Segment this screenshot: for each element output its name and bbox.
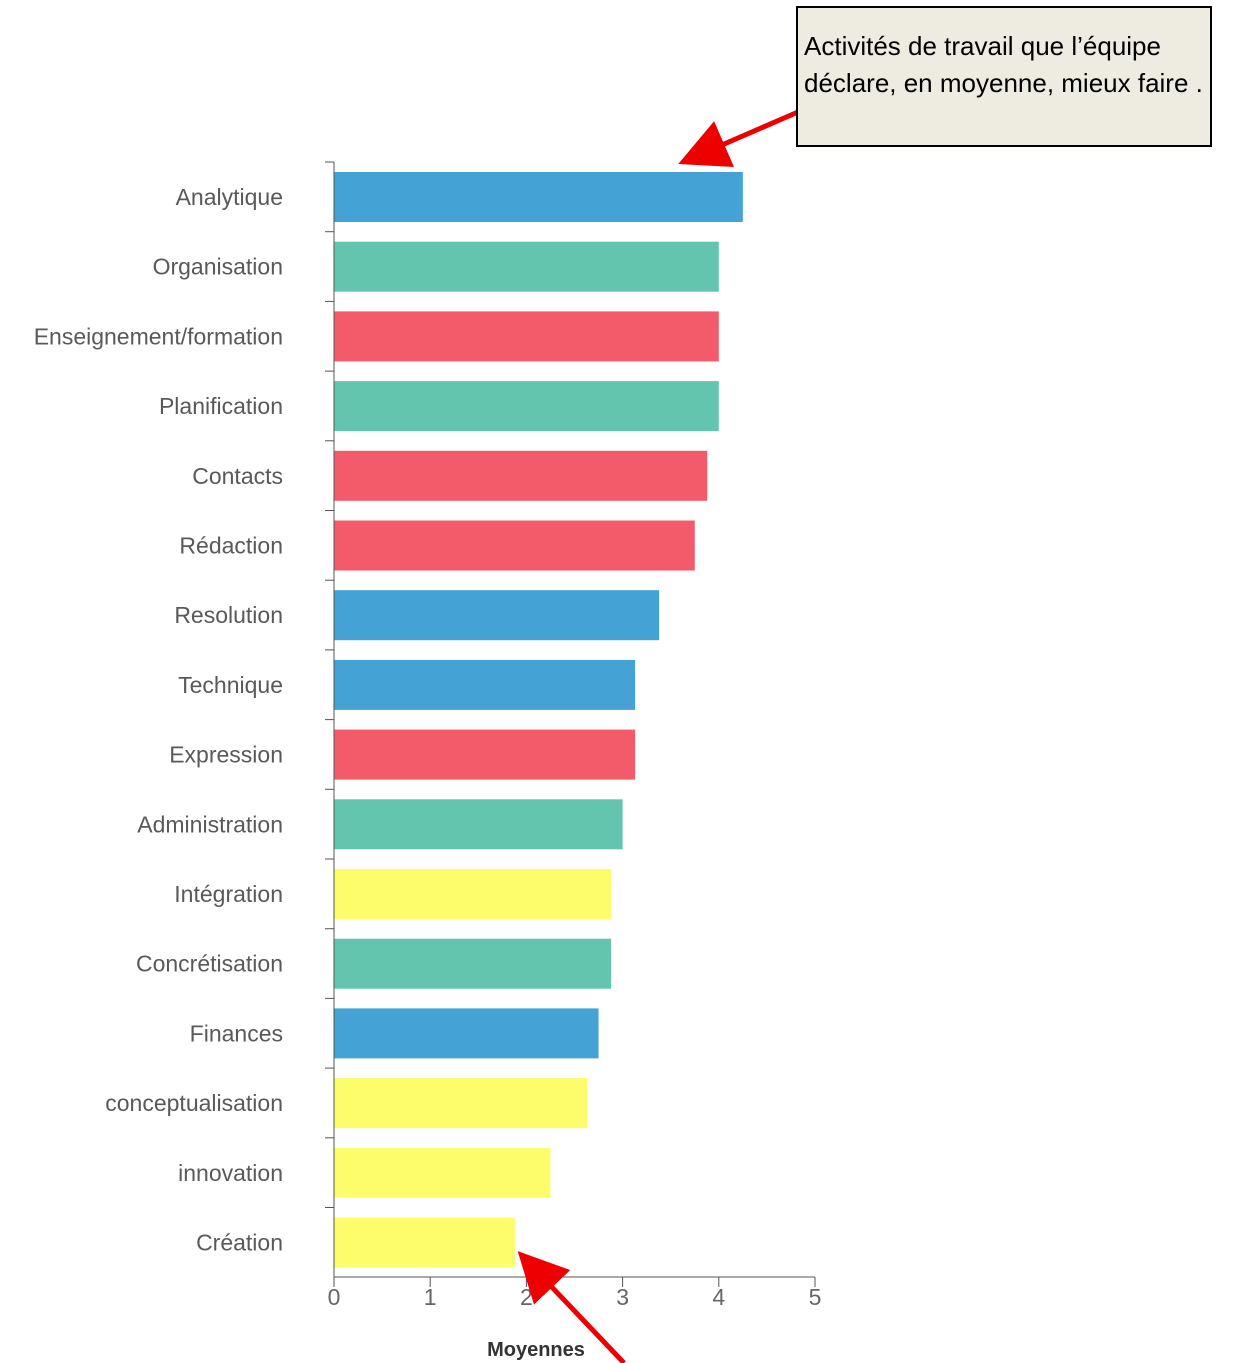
category-label: Création [196,1230,283,1256]
category-label: Resolution [174,602,283,628]
annotation-callout: Activités de travail que l’équipe déclar… [796,6,1212,147]
category-label: Intégration [174,881,283,907]
callout-arrow-bottom [517,1251,626,1363]
category-label: Concrétisation [136,951,283,977]
x-ticks-layer: 0 1 2 3 4 5 [328,1277,822,1310]
bar-11 [334,938,612,989]
category-label: Enseignement/formation [34,323,283,349]
bar-10 [334,869,612,919]
x-tick-label: 3 [616,1284,629,1310]
bar-14 [334,1147,551,1198]
bar-15 [334,1217,515,1268]
x-axis-title: Moyennes [487,1339,585,1361]
x-tick-label: 5 [809,1284,822,1310]
bar-13 [334,1078,588,1129]
bar-0 [334,172,743,222]
x-tick-label: 1 [424,1284,437,1310]
bars-layer [334,172,743,1268]
category-label: conceptualisation [105,1090,283,1116]
bar-12 [334,1008,599,1059]
category-label: Analytique [176,184,283,210]
callout-arrow-top [678,109,799,168]
category-label: Rédaction [179,533,283,559]
category-label: Planification [159,393,283,419]
x-tick-label: 4 [712,1284,725,1310]
x-tick-label: 2 [520,1284,533,1310]
category-label: Contacts [192,463,283,489]
bar-5 [334,520,695,571]
category-label: Expression [169,742,283,768]
category-labels-layer: Analytique Organisation Enseignement/forma… [34,161,334,1256]
bar-6 [334,590,660,641]
category-label: Organisation [153,254,283,280]
bar-8 [334,729,636,780]
bar-3 [334,381,719,432]
bar-2 [334,311,719,362]
bar-1 [334,241,719,292]
bar-9 [334,799,623,850]
bar-4 [334,450,708,501]
x-tick-label: 0 [328,1284,341,1310]
category-label: innovation [178,1160,283,1186]
category-label: Finances [190,1020,283,1046]
category-label: Administration [137,811,283,837]
category-label: Technique [178,672,283,698]
bar-7 [334,659,636,710]
